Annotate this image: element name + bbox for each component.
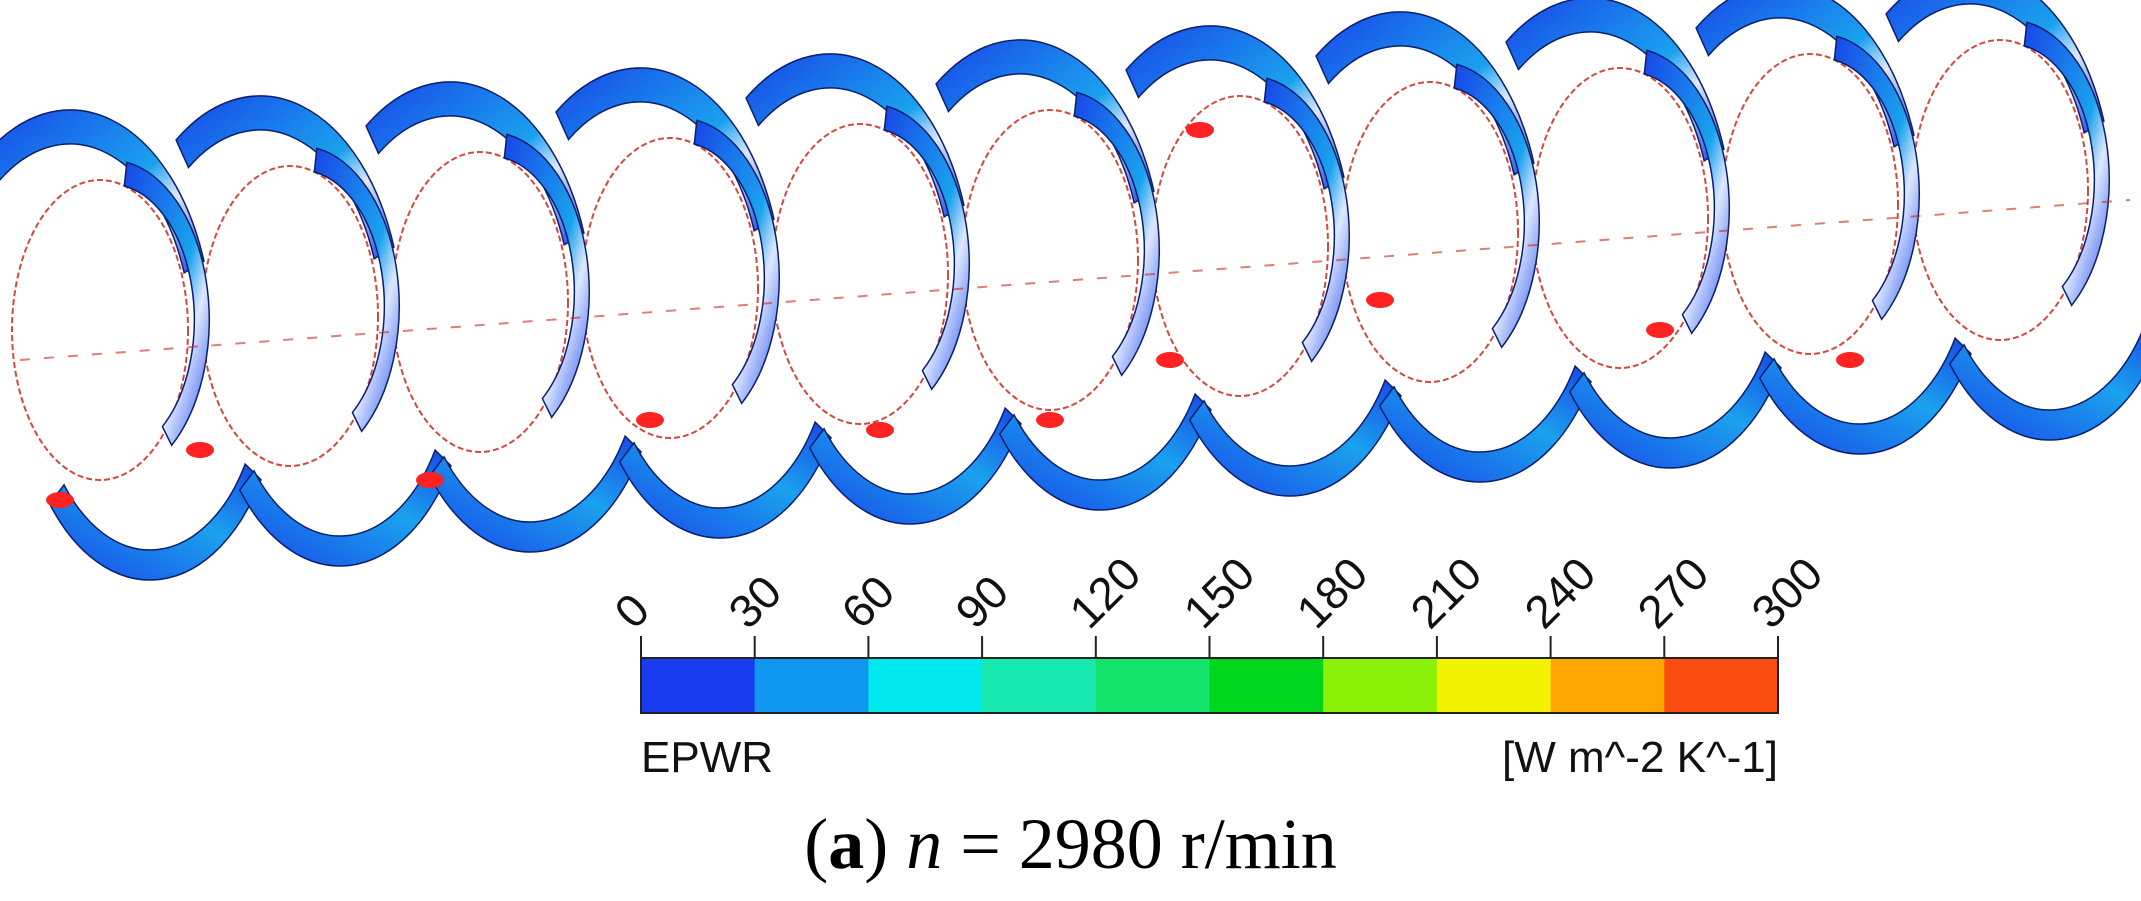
hub-outline — [201, 165, 379, 467]
figure-caption: (a) n = 2980 r/min — [0, 808, 2141, 880]
hub-outline — [771, 123, 949, 425]
blade-lower — [618, 420, 832, 539]
hot-spot — [46, 492, 74, 508]
hot-spot — [1836, 352, 1864, 368]
legend-swatch-8 — [1550, 658, 1665, 713]
hot-spot — [186, 442, 214, 458]
blade-lower — [1758, 336, 1972, 455]
legend-unit: [W m^-2 K^-1] — [1502, 733, 1778, 782]
legend-frame — [640, 657, 1779, 714]
hub-outline — [581, 137, 759, 439]
hot-spot — [416, 472, 444, 488]
hub-outline — [1341, 81, 1519, 383]
blade-inner — [1453, 63, 1540, 349]
impeller-blades-render — [0, 0, 2141, 581]
blade-upper — [365, 81, 585, 246]
blade-inner — [2023, 21, 2110, 307]
blade-lower — [998, 392, 1212, 511]
blade-upper — [1695, 0, 1915, 148]
hub-outline — [1531, 67, 1709, 369]
caption-open-paren: ( — [804, 804, 829, 884]
shaft-trace — [19, 199, 2131, 361]
blade-upper — [1505, 0, 1725, 162]
blade-inner — [1263, 77, 1350, 363]
blade-inner — [503, 133, 590, 419]
blade-inner — [693, 119, 780, 405]
hot-spot — [1366, 292, 1394, 308]
hub-outline — [1911, 39, 2089, 341]
blade-lower — [48, 462, 262, 581]
hub-outline — [11, 179, 189, 481]
hub-outline — [391, 151, 569, 453]
caption-close-paren: ) — [864, 804, 889, 884]
legend-swatch-7 — [1436, 658, 1552, 713]
blade-inner — [1833, 35, 1920, 321]
blade-upper — [935, 39, 1155, 204]
hub-outline — [1151, 95, 1329, 397]
blade-inner — [1643, 49, 1730, 335]
legend-swatch-5 — [1209, 658, 1324, 713]
legend-swatch-3 — [982, 658, 1097, 713]
hot-spot — [1186, 122, 1214, 138]
blade-upper — [1315, 11, 1535, 176]
hot-spot — [1156, 352, 1184, 368]
legend-swatch-0 — [641, 658, 756, 713]
hot-spot — [1036, 412, 1064, 428]
blade-lower — [1568, 350, 1782, 469]
blade-inner — [883, 105, 970, 391]
blade-lower — [1378, 364, 1592, 483]
blade-lower — [1948, 332, 2141, 441]
blade-lower — [428, 434, 642, 553]
caption-rest: = 2980 r/min — [942, 804, 1337, 884]
hub-outline — [961, 109, 1139, 411]
hot-spot — [1646, 322, 1674, 338]
blade-upper — [555, 67, 775, 232]
hub-outline — [1721, 53, 1899, 355]
blade-lower — [238, 448, 452, 567]
legend-swatch-6 — [1323, 658, 1438, 713]
blade-inner — [313, 147, 400, 433]
blade-upper — [1125, 25, 1345, 190]
caption-variable: n — [906, 804, 943, 884]
legend-swatch-9 — [1664, 658, 1779, 713]
blade-lower — [808, 406, 1022, 525]
legend-variable-name: EPWR — [641, 733, 773, 782]
legend-swatch-4 — [1095, 658, 1210, 713]
caption-panel-label: a — [828, 804, 865, 884]
hot-spot — [636, 412, 664, 428]
blade-lower — [1188, 378, 1402, 497]
blade-upper — [745, 53, 965, 218]
legend-swatch-1 — [754, 658, 869, 713]
blade-upper — [175, 95, 395, 260]
legend-swatch-2 — [868, 658, 983, 713]
blade-inner — [1073, 91, 1160, 377]
hot-spot — [866, 422, 894, 438]
blade-inner — [123, 161, 210, 447]
